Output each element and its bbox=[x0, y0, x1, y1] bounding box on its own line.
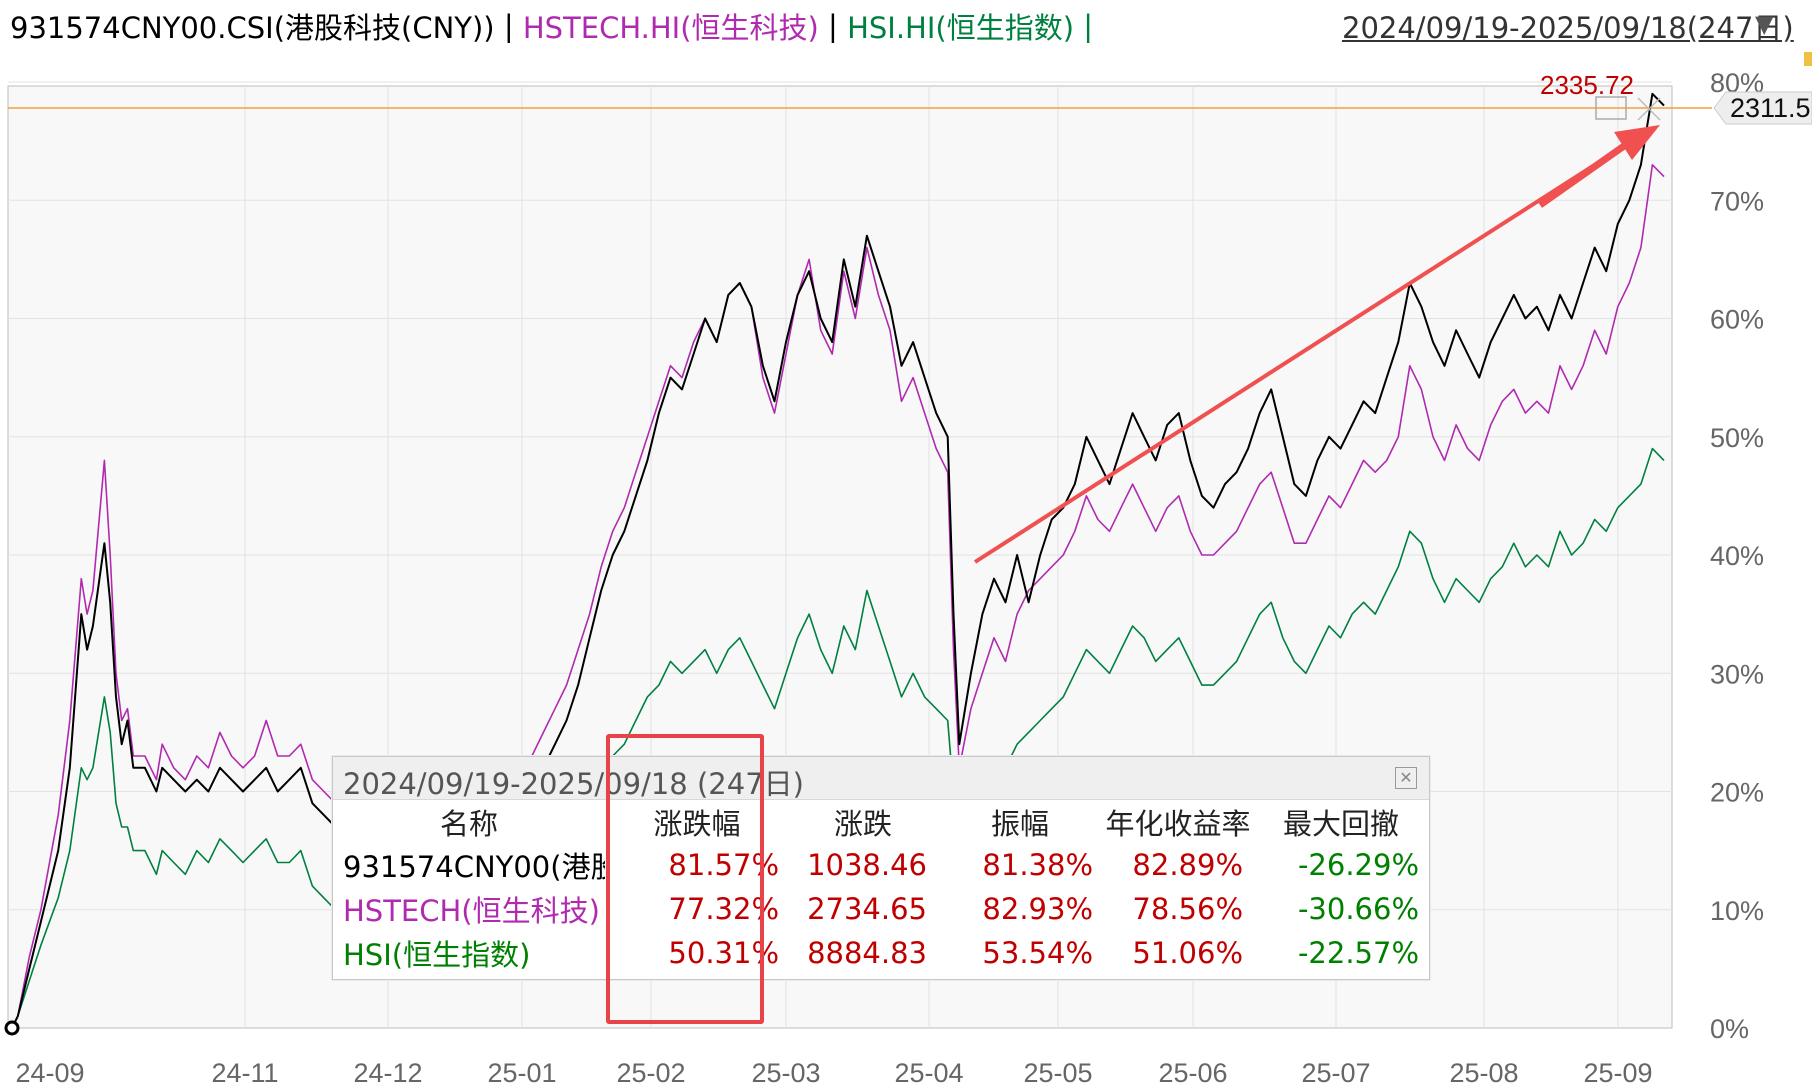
legend-bar: 931574CNY00.CSI(港股科技(CNY)) | HSTECH.HI(恒… bbox=[10, 6, 1093, 46]
row-name: HSI(恒生指数) bbox=[343, 938, 531, 972]
date-range-selector[interactable]: 2024/09/19-2025/09/18(247日) bbox=[1342, 11, 1794, 45]
y-axis: 0%10%20%30%40%50%60%70%80% bbox=[1710, 68, 1764, 1044]
window-icon[interactable] bbox=[1595, 96, 1627, 120]
row-drawdown: -26.29% bbox=[1297, 848, 1419, 882]
origin-marker-icon bbox=[4, 1020, 20, 1036]
legend-item-csi[interactable]: 931574CNY00.CSI(港股科技(CNY)) bbox=[10, 11, 495, 45]
row-annualized: 82.89% bbox=[1132, 848, 1243, 882]
caret-down-icon[interactable]: ▼ bbox=[1755, 10, 1774, 38]
y-tick-label: 60% bbox=[1710, 305, 1764, 335]
col-header-annualized: 年化收益率 bbox=[1105, 807, 1251, 841]
trend-arrow bbox=[973, 125, 1660, 564]
row-name: HSTECH(恒生科技) bbox=[343, 894, 600, 928]
legend-item-hstech[interactable]: HSTECH.HI(恒生科技) bbox=[522, 11, 819, 45]
row-change: 8884.83 bbox=[807, 936, 927, 970]
x-tick-label: 25-09 bbox=[1583, 1058, 1652, 1088]
legend-separator: | bbox=[494, 9, 523, 43]
col-header-amplitude: 振幅 bbox=[990, 807, 1049, 841]
x-tick-label: 25-03 bbox=[751, 1058, 820, 1088]
x-tick-label: 25-06 bbox=[1158, 1058, 1227, 1088]
x-tick-label: 25-05 bbox=[1023, 1058, 1092, 1088]
stats-table: 名称 涨跌幅 涨跌 振幅 年化收益率 最大回撤 931574CNY00(港股 8… bbox=[333, 801, 1429, 975]
row-annualized: 78.56% bbox=[1132, 892, 1243, 926]
y-tick-label: 50% bbox=[1710, 423, 1764, 453]
row-change: 1038.46 bbox=[807, 848, 927, 882]
row-amplitude: 82.93% bbox=[982, 892, 1093, 926]
legend-separator: | bbox=[1074, 9, 1094, 43]
x-tick-label: 25-07 bbox=[1301, 1058, 1370, 1088]
y-tick-label: 20% bbox=[1710, 778, 1764, 808]
y-tick-label: 30% bbox=[1710, 659, 1764, 689]
pct-column-highlight bbox=[606, 734, 764, 1024]
table-row[interactable]: HSTECH(恒生科技) 77.32% 2734.65 82.93% 78.56… bbox=[333, 887, 1429, 931]
legend-separator: | bbox=[818, 9, 848, 43]
stats-panel-title: 2024/09/19-2025/09/18 (247日) bbox=[343, 767, 804, 801]
x-axis: 24-09 24-11 24-12 25-01 25-02 25-03 25-04 25-05… bbox=[15, 1058, 1652, 1088]
col-header-pct: 涨跌幅 bbox=[653, 807, 741, 841]
close-box-icon[interactable]: ✕ bbox=[1395, 767, 1417, 789]
row-amplitude: 53.54% bbox=[982, 936, 1093, 970]
series-line-hsi bbox=[11, 447, 1665, 1029]
row-name: 931574CNY00(港股 bbox=[343, 850, 605, 884]
col-header-change: 涨跌 bbox=[833, 807, 892, 841]
row-drawdown: -30.66% bbox=[1297, 892, 1419, 926]
col-header-drawdown: 最大回撤 bbox=[1282, 807, 1399, 841]
current-value-tag: 2311.5 bbox=[1713, 91, 1812, 125]
current-value-label: 2311.5 bbox=[1730, 93, 1811, 123]
alert-marker-icon bbox=[1804, 52, 1812, 66]
x-tick-label: 25-02 bbox=[616, 1058, 685, 1088]
y-tick-label: 40% bbox=[1710, 541, 1764, 571]
chart-toolbar-icons[interactable] bbox=[1595, 96, 1661, 121]
x-tick-label: 25-08 bbox=[1449, 1058, 1518, 1088]
max-value-label: 2335.72 bbox=[1540, 70, 1634, 100]
series-line-csi bbox=[11, 92, 1665, 1029]
col-header-name: 名称 bbox=[439, 807, 498, 841]
stats-header-row: 名称 涨跌幅 涨跌 振幅 年化收益率 最大回撤 bbox=[333, 801, 1429, 843]
x-tick-label: 24-12 bbox=[353, 1058, 422, 1088]
row-drawdown: -22.57% bbox=[1297, 936, 1419, 970]
legend-item-hsi[interactable]: HSI.HI(恒生指数) bbox=[847, 11, 1075, 45]
stats-panel-header: 2024/09/19-2025/09/18 (247日) ✕ bbox=[333, 757, 1429, 801]
x-tick-label: 24-09 bbox=[15, 1058, 84, 1088]
x-tick-label: 25-01 bbox=[487, 1058, 556, 1088]
row-annualized: 51.06% bbox=[1132, 936, 1243, 970]
series-line-hstech bbox=[11, 164, 1665, 1029]
y-tick-label: 0% bbox=[1710, 1014, 1749, 1044]
x-tick-label: 25-04 bbox=[894, 1058, 963, 1088]
table-row[interactable]: HSI(恒生指数) 50.31% 8884.83 53.54% 51.06% -… bbox=[333, 931, 1429, 975]
series-layer bbox=[11, 92, 1665, 1029]
y-tick-label: 70% bbox=[1710, 186, 1764, 216]
x-tick-label: 24-11 bbox=[211, 1058, 278, 1088]
y-tick-label: 10% bbox=[1710, 896, 1764, 926]
row-amplitude: 81.38% bbox=[982, 848, 1093, 882]
stats-panel: 2024/09/19-2025/09/18 (247日) ✕ 名称 涨跌幅 涨跌… bbox=[332, 756, 1430, 980]
table-row[interactable]: 931574CNY00(港股 81.57% 1038.46 81.38% 82.… bbox=[333, 843, 1429, 887]
row-change: 2734.65 bbox=[807, 892, 927, 926]
